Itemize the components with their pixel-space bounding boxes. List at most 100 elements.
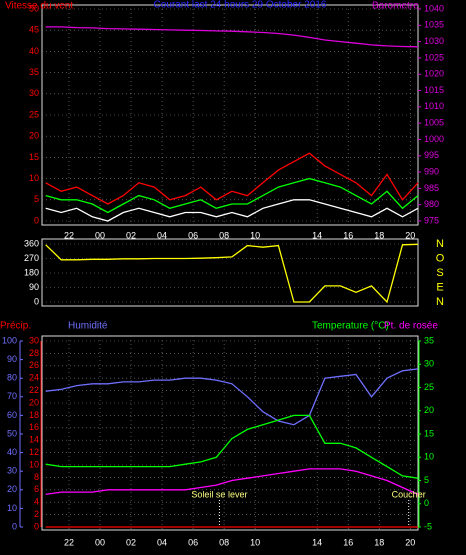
x-tick-label: 20 (405, 537, 415, 547)
y2-tick-label: 1040 (424, 3, 444, 13)
plot-frame (41, 335, 419, 531)
series-line (45, 468, 419, 496)
y2-tick-label: 1000 (424, 134, 444, 144)
x-tick-label: 00 (95, 230, 105, 240)
x-tick-label: 02 (126, 230, 136, 240)
x-tick-label: 18 (374, 230, 384, 240)
y-tick-label: 16 (29, 422, 39, 432)
series-label: Temperature (°C) (312, 321, 389, 332)
y-tick-label: 14 (29, 435, 39, 445)
y-tick-label: 45 (29, 25, 39, 35)
y-tick-label: 35 (29, 67, 39, 77)
y2-tick-label: 1020 (424, 69, 444, 79)
y3-tick-label: 0 (12, 521, 17, 531)
compass-label: S (436, 267, 443, 279)
x-tick-label: 00 (95, 537, 105, 547)
plot-frame (41, 238, 419, 307)
y2-tick-label: 0 (424, 498, 429, 508)
x-tick-label: 20 (405, 230, 415, 240)
y-tick-label: 30 (29, 88, 39, 98)
x-tick-label: 16 (343, 537, 353, 547)
series-line (45, 152, 419, 205)
y-tick-label: 6 (34, 484, 39, 494)
series-label: Humidité (68, 321, 108, 332)
y-tick-label: 0 (34, 296, 39, 306)
y-tick-label: 30 (29, 335, 39, 345)
x-tick-label: 14 (312, 537, 322, 547)
y-tick-label: 50 (29, 3, 39, 13)
series-label: Pt. de rosée (384, 321, 438, 332)
y-tick-label: 40 (29, 46, 39, 56)
y-tick-label: 0 (34, 215, 39, 225)
y-tick-label: 12 (29, 447, 39, 457)
y2-tick-label: 1035 (424, 20, 444, 30)
y2-tick-label: 975 (424, 215, 439, 225)
y3-tick-label: 50 (7, 428, 17, 438)
y-tick-label: 18 (29, 410, 39, 420)
y2-tick-label: 15 (424, 428, 434, 438)
y3-tick-label: 30 (7, 466, 17, 476)
x-tick-label: 02 (126, 537, 136, 547)
y-tick-label: 20 (29, 131, 39, 141)
x-tick-label: 08 (219, 230, 229, 240)
compass-label: E (436, 281, 443, 293)
chart-title: Courant last 24 hours 29 October 2016 (154, 0, 327, 11)
x-tick-label: 10 (250, 537, 260, 547)
y3-tick-label: 20 (7, 484, 17, 494)
series-line (45, 243, 419, 304)
y2-tick-label: -5 (424, 521, 432, 531)
x-tick-label: 16 (343, 230, 353, 240)
series-label: Précip. (0, 321, 31, 332)
series-line (45, 177, 419, 214)
x-tick-label: 18 (374, 537, 384, 547)
y2-tick-label: 980 (424, 199, 439, 209)
y3-tick-label: 40 (7, 447, 17, 457)
y-tick-label: 2 (34, 509, 39, 519)
y2-tick-label: 5 (424, 475, 429, 485)
y2-tick-label: 1025 (424, 52, 444, 62)
y-tick-label: 90 (29, 282, 39, 292)
series-label: Barometre (372, 1, 419, 12)
x-tick-label: 04 (157, 537, 167, 547)
y2-tick-label: 995 (424, 150, 439, 160)
annotation-text: Soleil se lever (191, 489, 247, 499)
y3-tick-label: 10 (7, 503, 17, 513)
y-tick-label: 20 (29, 397, 39, 407)
y2-tick-label: 985 (424, 183, 439, 193)
y-tick-label: 22 (29, 385, 39, 395)
y-tick-label: 270 (24, 253, 39, 263)
y-tick-label: 180 (24, 267, 39, 277)
y3-tick-label: 60 (7, 410, 17, 420)
series-line (45, 414, 419, 479)
y-tick-label: 360 (24, 238, 39, 248)
y-tick-label: 15 (29, 152, 39, 162)
x-tick-label: 06 (188, 537, 198, 547)
x-tick-label: 06 (188, 230, 198, 240)
y2-tick-label: 20 (424, 405, 434, 415)
x-tick-label: 10 (250, 230, 260, 240)
y2-tick-label: 1010 (424, 101, 444, 111)
y-tick-label: 25 (29, 109, 39, 119)
y3-tick-label: 70 (7, 391, 17, 401)
y2-tick-label: 30 (424, 359, 434, 369)
compass-label: N (436, 238, 444, 250)
compass-label: N (436, 296, 444, 308)
y2-tick-label: 1005 (424, 118, 444, 128)
y3-tick-label: 90 (7, 354, 17, 364)
y3-tick-label: 80 (7, 373, 17, 383)
y-tick-label: 4 (34, 497, 39, 507)
y2-tick-label: 990 (424, 166, 439, 176)
x-tick-label: 04 (157, 230, 167, 240)
y-tick-label: 10 (29, 459, 39, 469)
y-tick-label: 28 (29, 348, 39, 358)
y2-tick-label: 35 (424, 335, 434, 345)
x-tick-label: 08 (219, 537, 229, 547)
compass-label: O (436, 252, 445, 264)
y-tick-label: 10 (29, 173, 39, 183)
series-line (45, 26, 419, 48)
series-line (45, 199, 419, 222)
x-tick-label: 14 (312, 230, 322, 240)
x-tick-label: 22 (64, 230, 74, 240)
x-tick-label: 22 (64, 537, 74, 547)
